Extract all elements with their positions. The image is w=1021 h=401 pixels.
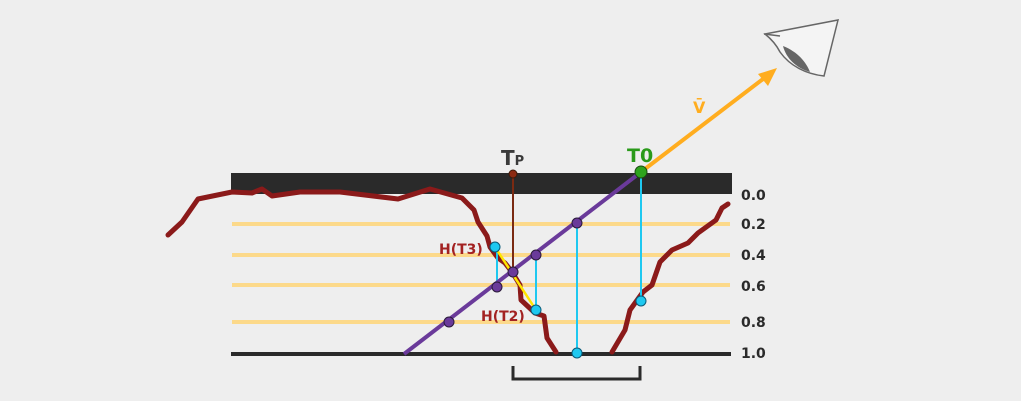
depth-label-0.4: 0.4	[741, 248, 766, 264]
ray-sample-0.2	[571, 217, 583, 229]
height-profile-right	[609, 201, 731, 355]
tp-point-intersection	[507, 266, 519, 278]
eye-icon	[763, 19, 840, 77]
view-vector	[639, 74, 769, 174]
h-t2-label: H(T2)	[481, 309, 525, 325]
ray	[402, 170, 643, 356]
depth-label-0.2: 0.2	[741, 217, 766, 233]
intersection-segment	[493, 246, 538, 311]
sample-bracket	[511, 366, 642, 381]
surface-top	[231, 173, 732, 194]
depth-label-1.0: 1.0	[741, 346, 766, 362]
ray-sample-0.8	[443, 316, 455, 328]
t0-point	[634, 165, 648, 179]
h-t2-point	[530, 304, 542, 316]
tp-point-top	[508, 169, 518, 179]
view-vector-label: V̄	[693, 97, 706, 117]
depth-label-0.6: 0.6	[741, 279, 766, 295]
depth-label-0.8: 0.8	[741, 315, 766, 331]
view-vector-arrowhead	[758, 68, 777, 86]
ray-sample-0.4	[530, 249, 542, 261]
ray-sample-0.6	[491, 281, 503, 293]
bottom-projection-point	[571, 347, 583, 359]
depth-label-0.0: 0.0	[741, 188, 766, 204]
tp-label: TP	[501, 146, 524, 170]
t0-label: T0	[627, 145, 653, 167]
t0-projection-point	[635, 295, 647, 307]
h-t3-point	[489, 241, 501, 253]
h-t3-label: H(T3)	[439, 242, 483, 258]
height-profile-left	[165, 186, 559, 355]
